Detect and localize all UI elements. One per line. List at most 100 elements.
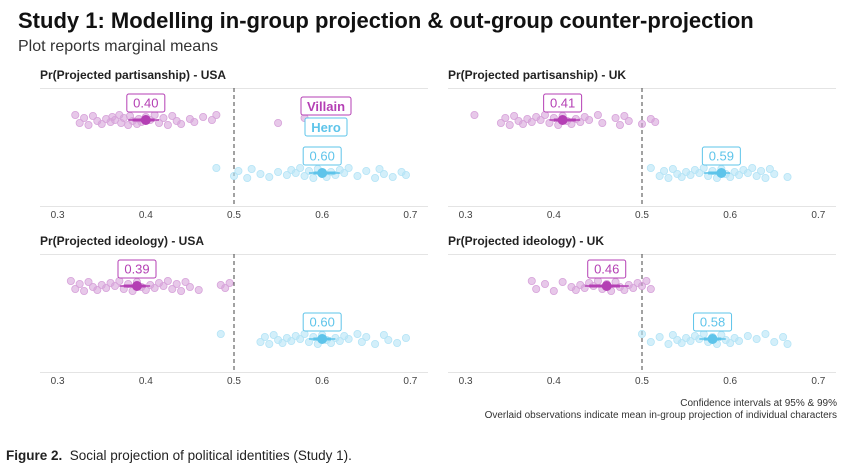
hero-point [379, 331, 388, 340]
hero-point [229, 172, 238, 181]
villain-point [611, 113, 620, 122]
figure-label: Figure 2. [6, 448, 63, 463]
villain-point [637, 120, 646, 129]
hero-point [384, 336, 393, 345]
hero-mean-label-box [701, 146, 741, 166]
panel-ideology-usa: 0.3 0.4 0.5 0.6 0.7 0.39 0.60 [51, 254, 418, 387]
villain-point [84, 277, 93, 286]
hero-point [646, 338, 655, 347]
x-tick-label: 0.4 [547, 376, 561, 387]
villain-mean-label-box [126, 93, 166, 113]
hero-point [340, 169, 349, 178]
villain-point [190, 117, 199, 126]
x-tick-label: 0.6 [315, 210, 329, 221]
hero-point [375, 165, 384, 174]
villain-mean-label-box [117, 259, 157, 279]
hero-mean-label: 0.60 [310, 149, 335, 164]
legend-villain-box [300, 96, 352, 116]
villain-mean-label-box [587, 259, 627, 279]
panel-ideology-uk: 0.3 0.4 0.5 0.6 0.7 0.46 0.58 [459, 254, 826, 387]
villain-point [75, 118, 84, 127]
hero-point [296, 164, 305, 173]
villain-point [71, 284, 80, 293]
hero-point [300, 172, 309, 181]
hero-point [243, 174, 252, 183]
hero-point [757, 167, 766, 176]
villain-mean-label: 0.41 [550, 96, 575, 111]
figure-caption-text: Social projection of political identitie… [69, 448, 352, 463]
villain-mean-point [557, 115, 568, 125]
hero-point [291, 169, 300, 178]
villain-point [651, 117, 660, 126]
hero-point [216, 330, 225, 339]
villain-point [510, 111, 519, 120]
hero-point [734, 171, 743, 180]
x-tick-label: 0.6 [315, 376, 329, 387]
hero-mean-label-box [693, 312, 733, 332]
ci-note: Confidence intervals at 95% & 99% [680, 398, 837, 409]
hero-point [761, 174, 770, 183]
panel-title-ideology-uk: Pr(Projected ideology) - UK [448, 234, 605, 248]
villain-point [642, 276, 651, 285]
hero-point [282, 171, 291, 180]
hero-point [353, 172, 362, 181]
hero-point [734, 337, 743, 346]
villain-point [501, 113, 510, 122]
hero-point [388, 173, 397, 182]
villain-mean-label: 0.39 [124, 262, 149, 277]
hero-point [357, 338, 366, 347]
hero-point [748, 164, 757, 173]
villain-point [75, 279, 84, 288]
hero-mean-label: 0.58 [700, 315, 725, 330]
villain-mean-point [132, 281, 142, 291]
hero-point [401, 334, 410, 343]
villain-point [150, 283, 159, 292]
hero-point [752, 335, 761, 344]
hero-point [344, 335, 353, 344]
hero-point [234, 167, 243, 176]
hero-point [668, 331, 677, 340]
x-tick-label: 0.5 [227, 210, 241, 221]
panel-partisanship-usa: 0.3 0.4 0.5 0.6 0.7 0.40 0.60 Villain Hero [51, 88, 418, 221]
hero-mean-point [716, 168, 727, 178]
hero-point [247, 165, 256, 174]
villain-point [93, 286, 102, 295]
villain-point [185, 282, 194, 291]
hero-point [677, 173, 686, 182]
villain-point [496, 118, 505, 127]
hero-point [765, 165, 774, 174]
hero-point [660, 167, 669, 176]
villain-point [102, 283, 111, 292]
hero-point [668, 165, 677, 174]
hero-point [664, 174, 673, 183]
hero-point [362, 167, 371, 176]
villain-point [221, 283, 230, 292]
villain-point [541, 279, 550, 288]
villain-point [71, 110, 80, 119]
villain-mean-point [140, 115, 151, 125]
hero-point [371, 340, 380, 349]
x-tick-label: 0.3 [51, 210, 65, 221]
villain-point [549, 287, 558, 296]
hero-point [783, 340, 792, 349]
hero-point [779, 333, 788, 342]
hero-point [677, 339, 686, 348]
x-tick-label: 0.4 [139, 210, 153, 221]
villain-mean-label: 0.40 [133, 96, 158, 111]
hero-point [393, 339, 402, 348]
villain-point [177, 120, 186, 129]
hero-point [362, 333, 371, 342]
villain-point [163, 121, 172, 130]
hero-point [344, 164, 353, 173]
x-tick-label: 0.3 [459, 210, 473, 221]
panel-partisanship-uk: 0.3 0.4 0.5 0.6 0.7 0.41 0.59 [459, 88, 826, 221]
hero-point [379, 170, 388, 179]
hero-point [695, 169, 704, 178]
hero-point [655, 172, 664, 181]
villain-point [97, 120, 106, 129]
hero-point [260, 333, 269, 342]
x-tick-label: 0.6 [723, 210, 737, 221]
chart-title: Study 1: Modelling in-group projection &… [18, 8, 754, 33]
villain-point [80, 287, 89, 296]
chart-subtitle: Plot reports marginal means [18, 38, 219, 55]
